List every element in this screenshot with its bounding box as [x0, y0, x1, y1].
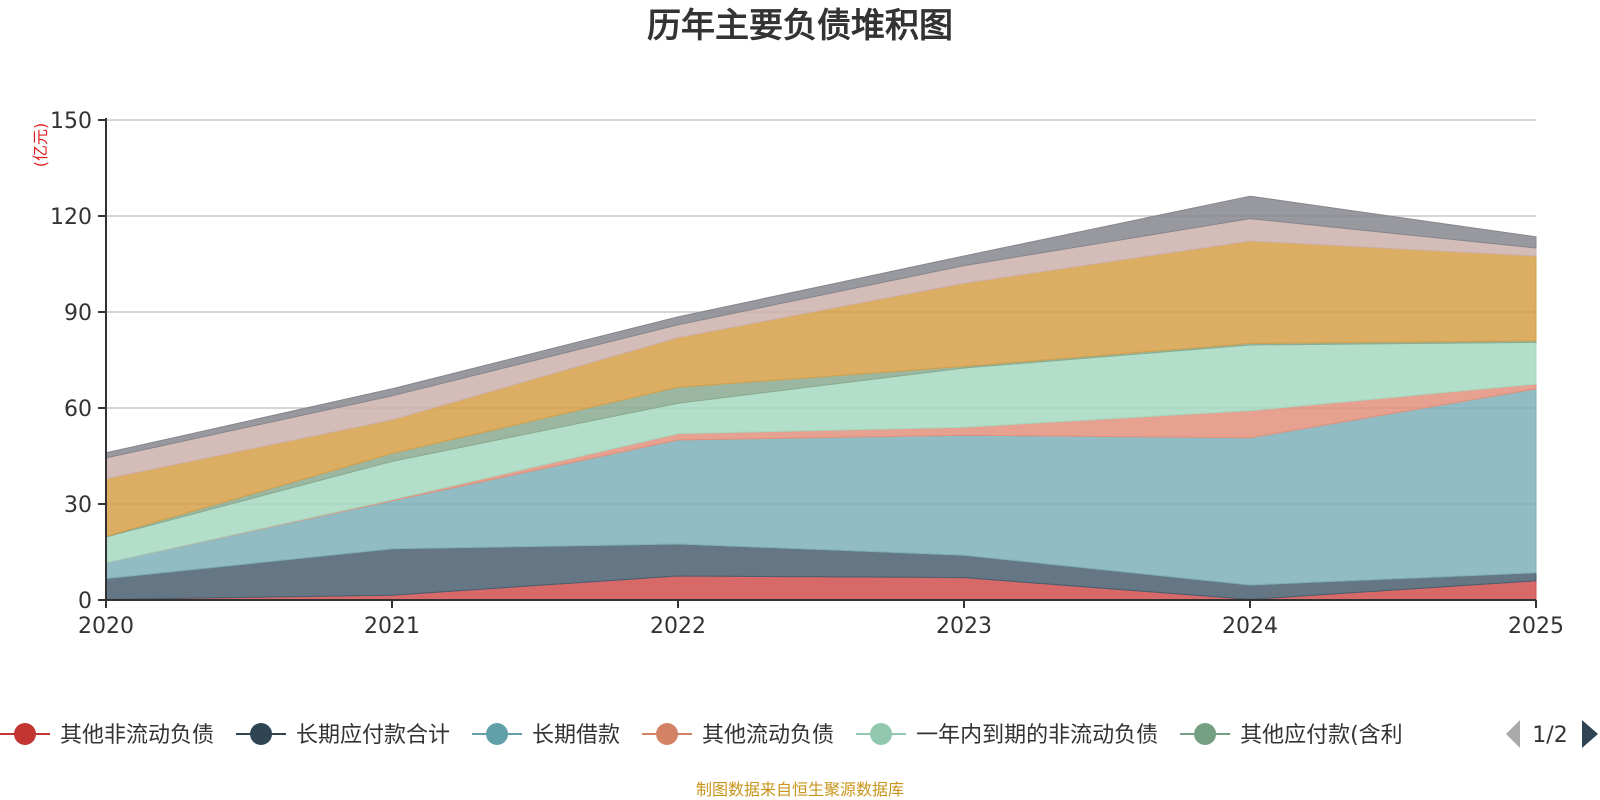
data-source-note: 制图数据来自恒生聚源数据库 — [696, 780, 904, 799]
axes: 0 30 60 90 120 150 2020 2021 2022 2023 2024 2025 — [50, 109, 1564, 639]
y-tick-label: 120 — [50, 205, 92, 230]
y-axis-unit: (亿元) — [31, 123, 50, 168]
legend-marker-icon — [486, 723, 509, 745]
legend-label: 长期借款 — [532, 723, 620, 748]
x-tick-label: 2023 — [936, 614, 992, 639]
legend-label: 长期应付款合计 — [296, 723, 450, 748]
legend-label: 其他应付款(含利 — [1240, 723, 1403, 748]
x-tick-label: 2022 — [650, 614, 706, 639]
legend-page-indicator: 1/2 — [1532, 723, 1567, 748]
x-tick-label: 2020 — [78, 614, 134, 639]
y-tick-label: 60 — [64, 397, 92, 422]
area-series — [105, 195, 1537, 601]
area-series-9 — [105, 195, 1537, 459]
legend-marker-icon — [656, 723, 679, 745]
legend-item[interactable]: 一年内到期的非流动负债 — [856, 723, 1158, 748]
y-tick-label: 90 — [64, 301, 92, 326]
legend-label: 其他非流动负债 — [60, 723, 214, 748]
y-tick-label: 150 — [50, 109, 92, 134]
legend-prev-arrow-icon[interactable] — [1506, 720, 1520, 748]
legend-item[interactable]: 长期应付款合计 — [236, 723, 450, 748]
y-tick-label: 30 — [64, 493, 92, 518]
x-tick-label: 2025 — [1508, 614, 1564, 639]
x-tick-label: 2021 — [364, 614, 420, 639]
legend-marker-icon — [1194, 723, 1217, 745]
chart-title: 历年主要负债堆积图 — [647, 6, 953, 46]
legend-next-arrow-icon[interactable] — [1582, 720, 1598, 748]
legend-item[interactable]: 其他非流动负债 — [0, 723, 214, 748]
y-tick-label: 0 — [78, 589, 92, 614]
legend-label: 其他流动负债 — [702, 723, 834, 748]
legend-item[interactable]: 长期借款 — [472, 723, 620, 748]
legend-marker-icon — [14, 723, 36, 745]
legend: 其他非流动负债 长期应付款合计 长期借款 其他流动负债 一年内到期的非流动负债 其他应付款… — [0, 723, 1403, 748]
legend-marker-icon — [870, 723, 893, 745]
x-tick-label: 2024 — [1222, 614, 1278, 639]
legend-item[interactable]: 其他流动负债 — [642, 723, 834, 748]
legend-marker-icon — [250, 723, 273, 745]
legend-item[interactable]: 其他应付款(含利 — [1180, 723, 1403, 748]
legend-pager: 1/2 — [1506, 720, 1598, 748]
legend-label: 一年内到期的非流动负债 — [916, 723, 1158, 748]
